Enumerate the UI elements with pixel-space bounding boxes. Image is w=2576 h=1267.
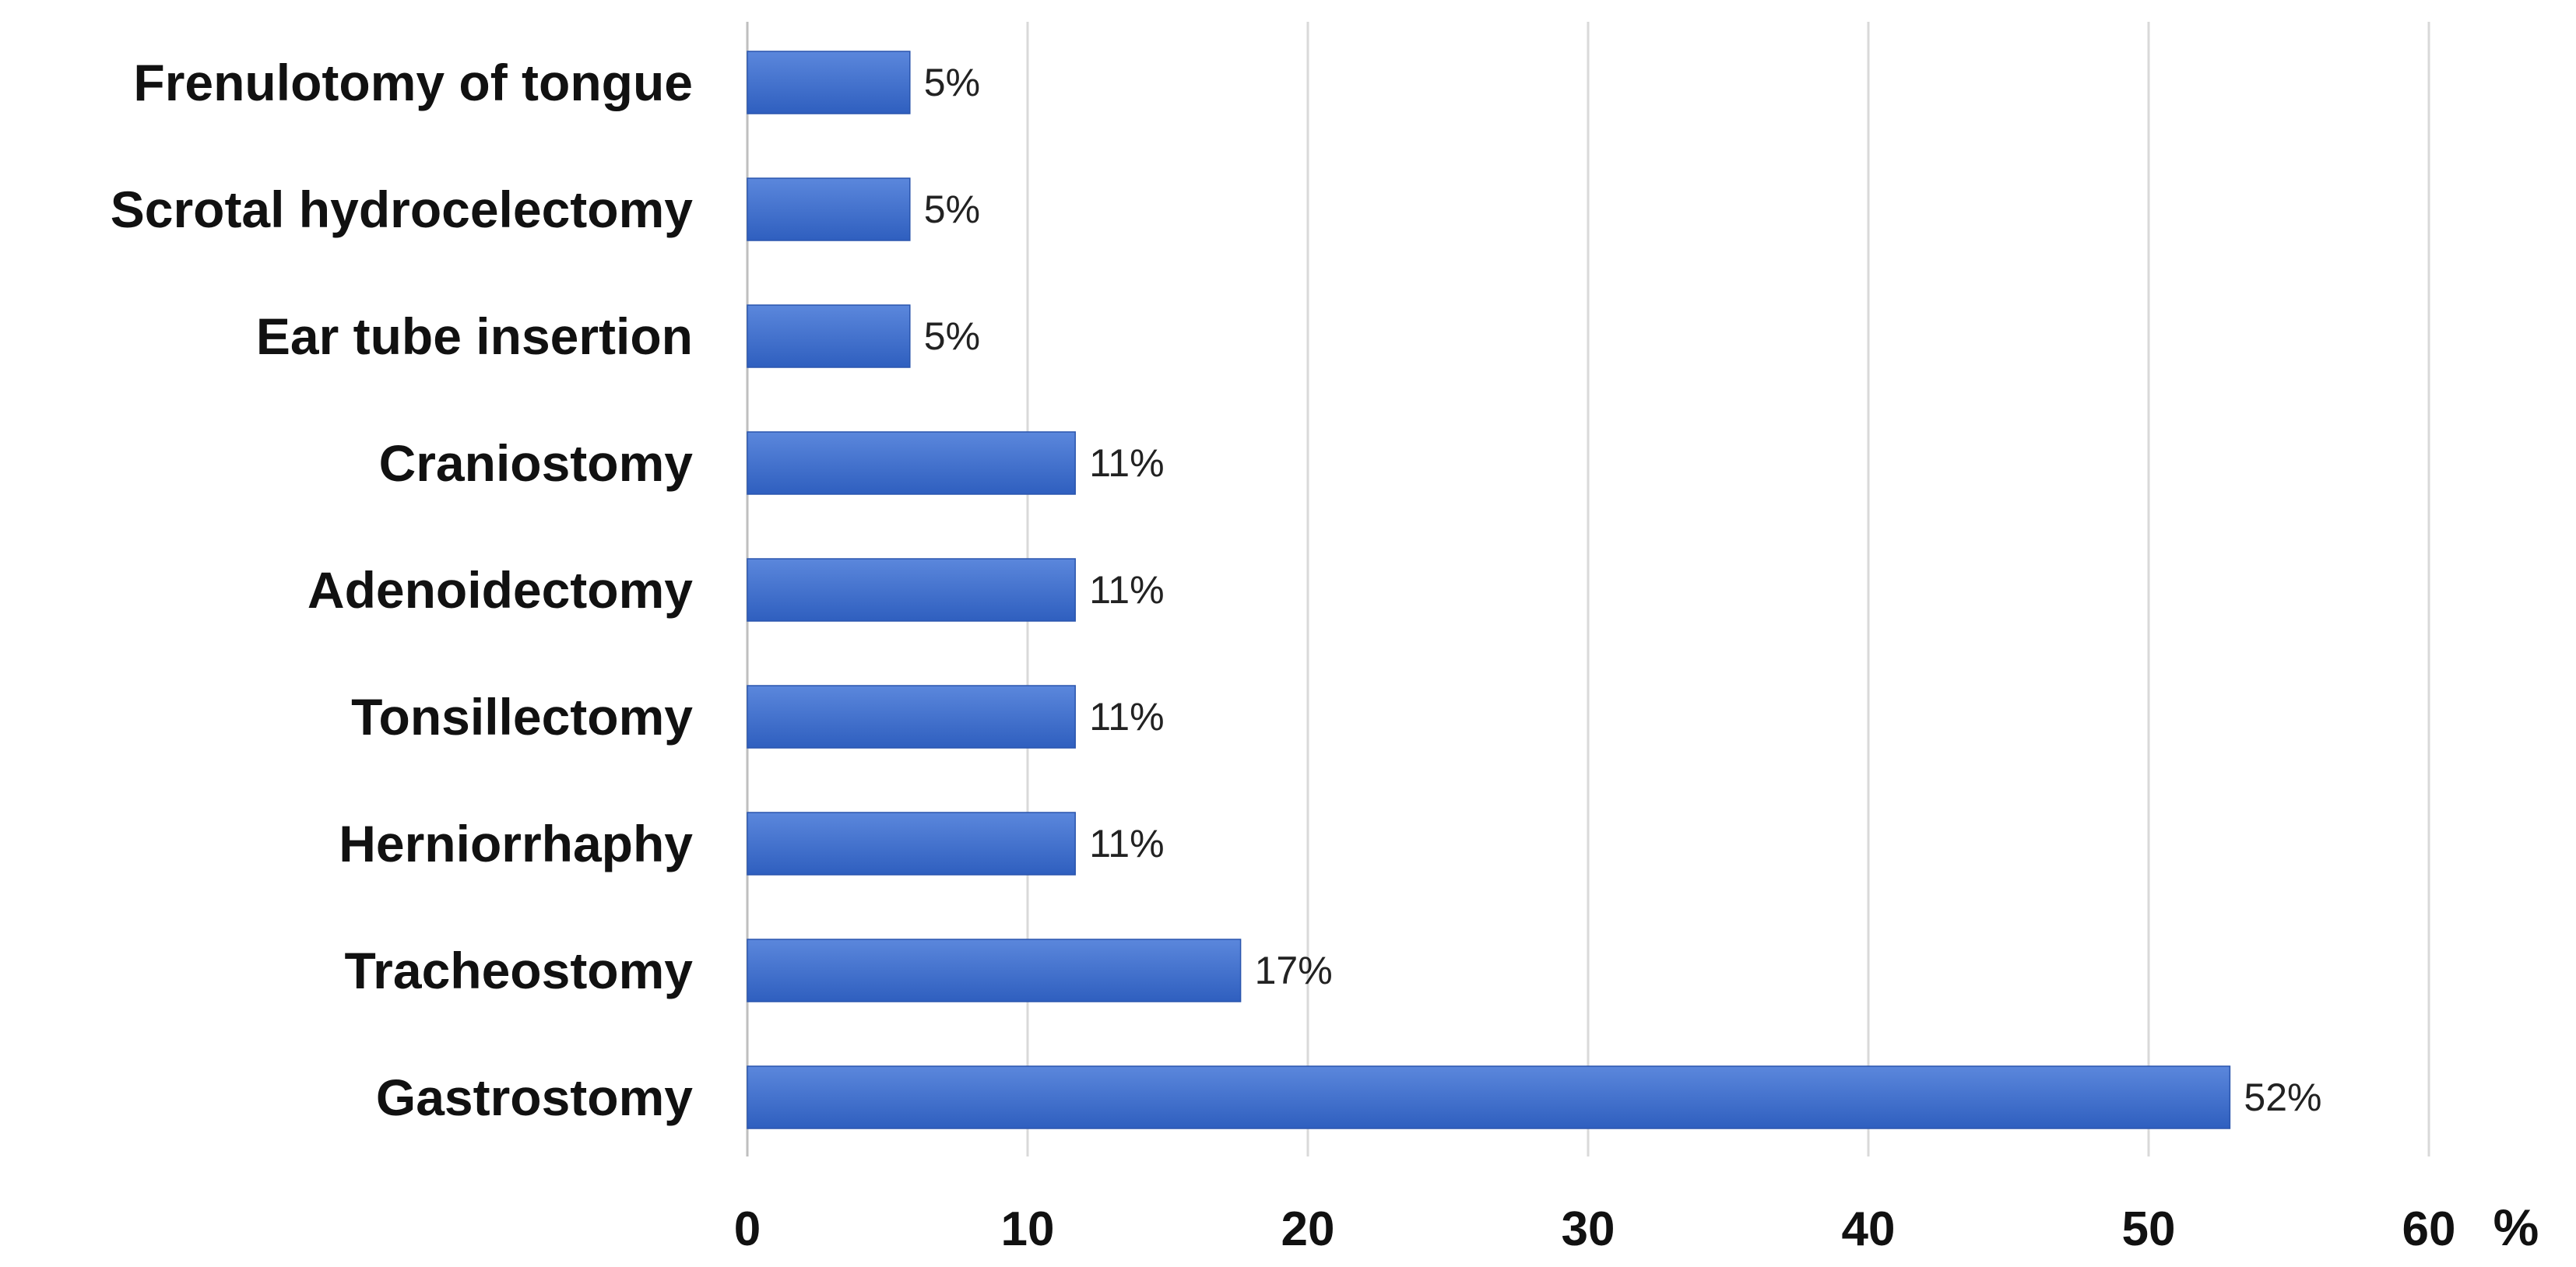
category-label: Tracheostomy	[345, 942, 694, 999]
data-label: 11%	[1089, 695, 1164, 739]
category-label: Frenulotomy of tongue	[133, 54, 693, 111]
bar	[747, 1065, 2231, 1129]
bar	[747, 812, 1076, 876]
category-label: Craniostomy	[379, 434, 694, 492]
gridlines	[746, 22, 2430, 1156]
category-labels: Frenulotomy of tongue Scrotal hydrocelect…	[111, 54, 694, 1126]
data-label: 11%	[1089, 822, 1164, 865]
bar	[747, 431, 1076, 495]
bar	[747, 304, 911, 368]
data-label: 5%	[924, 61, 980, 104]
x-tick-label: 40	[1842, 1202, 1896, 1256]
category-label: Ear tube insertion	[256, 307, 693, 365]
category-label: Tonsillectomy	[351, 688, 693, 746]
category-label: Adenoidectomy	[308, 561, 693, 619]
data-label: 17%	[1255, 949, 1333, 992]
x-tick-label: 10	[1001, 1202, 1055, 1256]
bar	[747, 51, 911, 114]
x-tick-label: 20	[1281, 1202, 1335, 1256]
x-tick-label: 0	[734, 1202, 761, 1256]
bar	[747, 177, 911, 241]
x-tick-label: 60	[2402, 1202, 2456, 1256]
data-label: 5%	[924, 314, 980, 358]
x-tick-label: 30	[1562, 1202, 1615, 1256]
x-axis-unit-label: %	[2493, 1199, 2539, 1256]
bar	[747, 685, 1076, 749]
bars	[747, 51, 2231, 1129]
data-labels: 5% 5% 5% 11% 11% 11% 11% 17% 52%	[924, 61, 2322, 1119]
data-label: 52%	[2244, 1076, 2321, 1119]
data-label: 11%	[1089, 568, 1164, 612]
data-label: 11%	[1089, 441, 1164, 485]
category-label: Gastrostomy	[376, 1069, 693, 1126]
x-axis-ticks: 0 10 20 30 40 50 60	[734, 1202, 2456, 1256]
x-tick-label: 50	[2122, 1202, 2176, 1256]
category-label: Herniorrhaphy	[339, 815, 693, 872]
bar	[747, 558, 1076, 622]
category-label: Scrotal hydrocelectomy	[111, 181, 694, 238]
bar	[747, 939, 1242, 1002]
data-label: 5%	[924, 188, 980, 231]
